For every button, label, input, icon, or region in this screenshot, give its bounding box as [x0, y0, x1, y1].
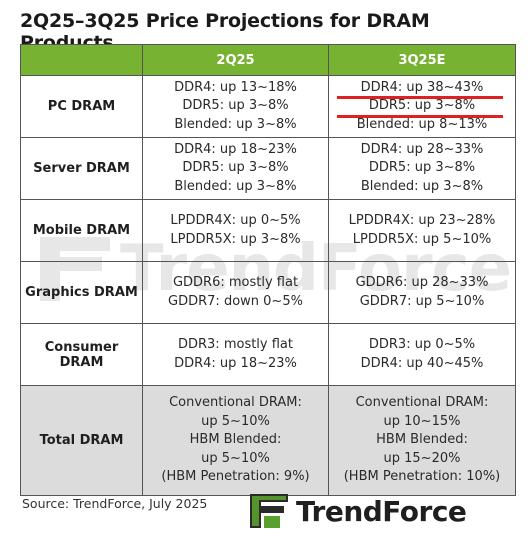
table-row: Graphics DRAM GDDR6: mostly flat GDDR7: do…	[20, 261, 516, 324]
row-category: Consumer DRAM	[20, 323, 143, 386]
cell-line: LPDDR4X: up 0~5%	[170, 213, 301, 228]
cell-q2: Conventional DRAM: up 5~10% HBM Blended: up…	[142, 385, 329, 496]
cell-line: up 5~10%	[201, 450, 270, 466]
cell-line: DDR5: up 3~8%	[329, 97, 515, 118]
cell-q2: GDDR6: mostly flat GDDR7: down 0~5%	[142, 261, 329, 324]
logo-text: TrendForce	[296, 494, 467, 528]
cell-line: DDR4: up 40~45%	[360, 355, 484, 371]
cell-line: DDR4: up 28~33%	[360, 141, 484, 157]
cell-q2: DDR4: up 13~18% DDR5: up 3~8% Blended: up …	[142, 75, 329, 138]
cell-q3: LPDDR4X: up 23~28% LPDDR5X: up 5~10%	[328, 199, 516, 262]
cell-line: DDR5: up 3~8%	[182, 160, 289, 176]
cell-line: DDR4: up 38~43%	[329, 79, 515, 100]
cell-line: DDR4: up 18~23%	[174, 141, 297, 157]
table-row: Server DRAM DDR4: up 18~23% DDR5: up 3~8% B…	[20, 137, 516, 200]
cell-q3: GDDR6: up 28~33% GDDR7: up 5~10%	[328, 261, 516, 324]
header-3q25e: 3Q25E	[328, 44, 516, 76]
cell-line: DDR3: mostly flat	[177, 337, 293, 352]
row-category: Total DRAM	[20, 385, 143, 496]
cell-line: Blended: up 3~8%	[360, 178, 484, 194]
cell-line: LPDDR5X: up 3~8%	[170, 231, 301, 247]
cell-q2: DDR3: mostly flat DDR4: up 18~23%	[142, 323, 329, 386]
cell-q2: DDR4: up 18~23% DDR5: up 3~8% Blended: up …	[142, 137, 329, 200]
row-category: PC DRAM	[20, 75, 143, 138]
row-category: Server DRAM	[20, 137, 143, 200]
trendforce-logo-icon	[250, 494, 288, 528]
cell-line: LPDDR4X: up 23~28%	[348, 213, 496, 228]
cell-line: LPDDR5X: up 5~10%	[352, 231, 492, 247]
cell-line: HBM Blended:	[189, 432, 282, 448]
table-row: Total DRAM Conventional DRAM: up 5~10% HBM …	[20, 385, 516, 496]
cell-line: GDDR6: up 28~33%	[355, 275, 489, 290]
cell-line: Blended: up 3~8%	[174, 178, 297, 194]
cell-line: DDR5: up 3~8%	[368, 160, 476, 176]
cell-line: Conventional DRAM:	[355, 395, 489, 411]
cell-q3: DDR4: up 38~43% DDR5: up 3~8% Blended: up …	[328, 75, 516, 138]
table-row: Mobile DRAM LPDDR4X: up 0~5% LPDDR5X: up 3…	[20, 199, 516, 262]
cell-line: DDR4: up 13~18%	[174, 79, 297, 95]
cell-line: DDR5: up 3~8%	[182, 98, 289, 114]
cell-q2: LPDDR4X: up 0~5% LPDDR5X: up 3~8%	[142, 199, 329, 262]
cell-line: (HBM Penetration: 10%)	[343, 469, 501, 485]
row-category: Graphics DRAM	[20, 261, 143, 324]
red-highlight-underline	[337, 96, 503, 100]
cell-line: GDDR7: up 5~10%	[359, 293, 485, 309]
cell-line: (HBM Penetration: 9%)	[161, 469, 310, 485]
cell-line: GDDR6: mostly flat	[172, 275, 299, 290]
cell-line: up 5~10%	[201, 413, 270, 429]
table-row: Consumer DRAM DDR3: mostly flat DDR4: up 1…	[20, 323, 516, 386]
red-highlight-underline	[337, 114, 503, 118]
cell-line: DDR3: up 0~5%	[368, 337, 476, 352]
table-row: PC DRAM DDR4: up 13~18% DDR5: up 3~8% Blend…	[20, 75, 516, 138]
cell-q3: DDR3: up 0~5% DDR4: up 40~45%	[328, 323, 516, 386]
price-table: 2Q25 3Q25E PC DRAM DDR4: up 13~18% DDR5: u…	[20, 44, 516, 496]
cell-line: HBM Blended:	[376, 432, 468, 448]
cell-line: Blended: up 8~13%	[356, 116, 488, 132]
header-2q25: 2Q25	[142, 44, 329, 76]
table-header-row: 2Q25 3Q25E	[20, 44, 516, 76]
cell-line: up 10~15%	[383, 413, 461, 429]
row-category: Mobile DRAM	[20, 199, 143, 262]
source-note: Source: TrendForce, July 2025	[22, 496, 208, 511]
trendforce-logo: TrendForce	[250, 494, 467, 528]
cell-line: DDR4: up 18~23%	[174, 355, 297, 371]
cell-line: GDDR7: down 0~5%	[168, 293, 303, 309]
cell-line: Conventional DRAM:	[169, 395, 302, 411]
cell-line: Blended: up 3~8%	[174, 116, 297, 132]
cell-q3: Conventional DRAM: up 10~15% HBM Blended: u…	[328, 385, 516, 496]
header-category	[20, 44, 143, 76]
cell-q3: DDR4: up 28~33% DDR5: up 3~8% Blended: up …	[328, 137, 516, 200]
cell-line: up 15~20%	[383, 450, 461, 466]
